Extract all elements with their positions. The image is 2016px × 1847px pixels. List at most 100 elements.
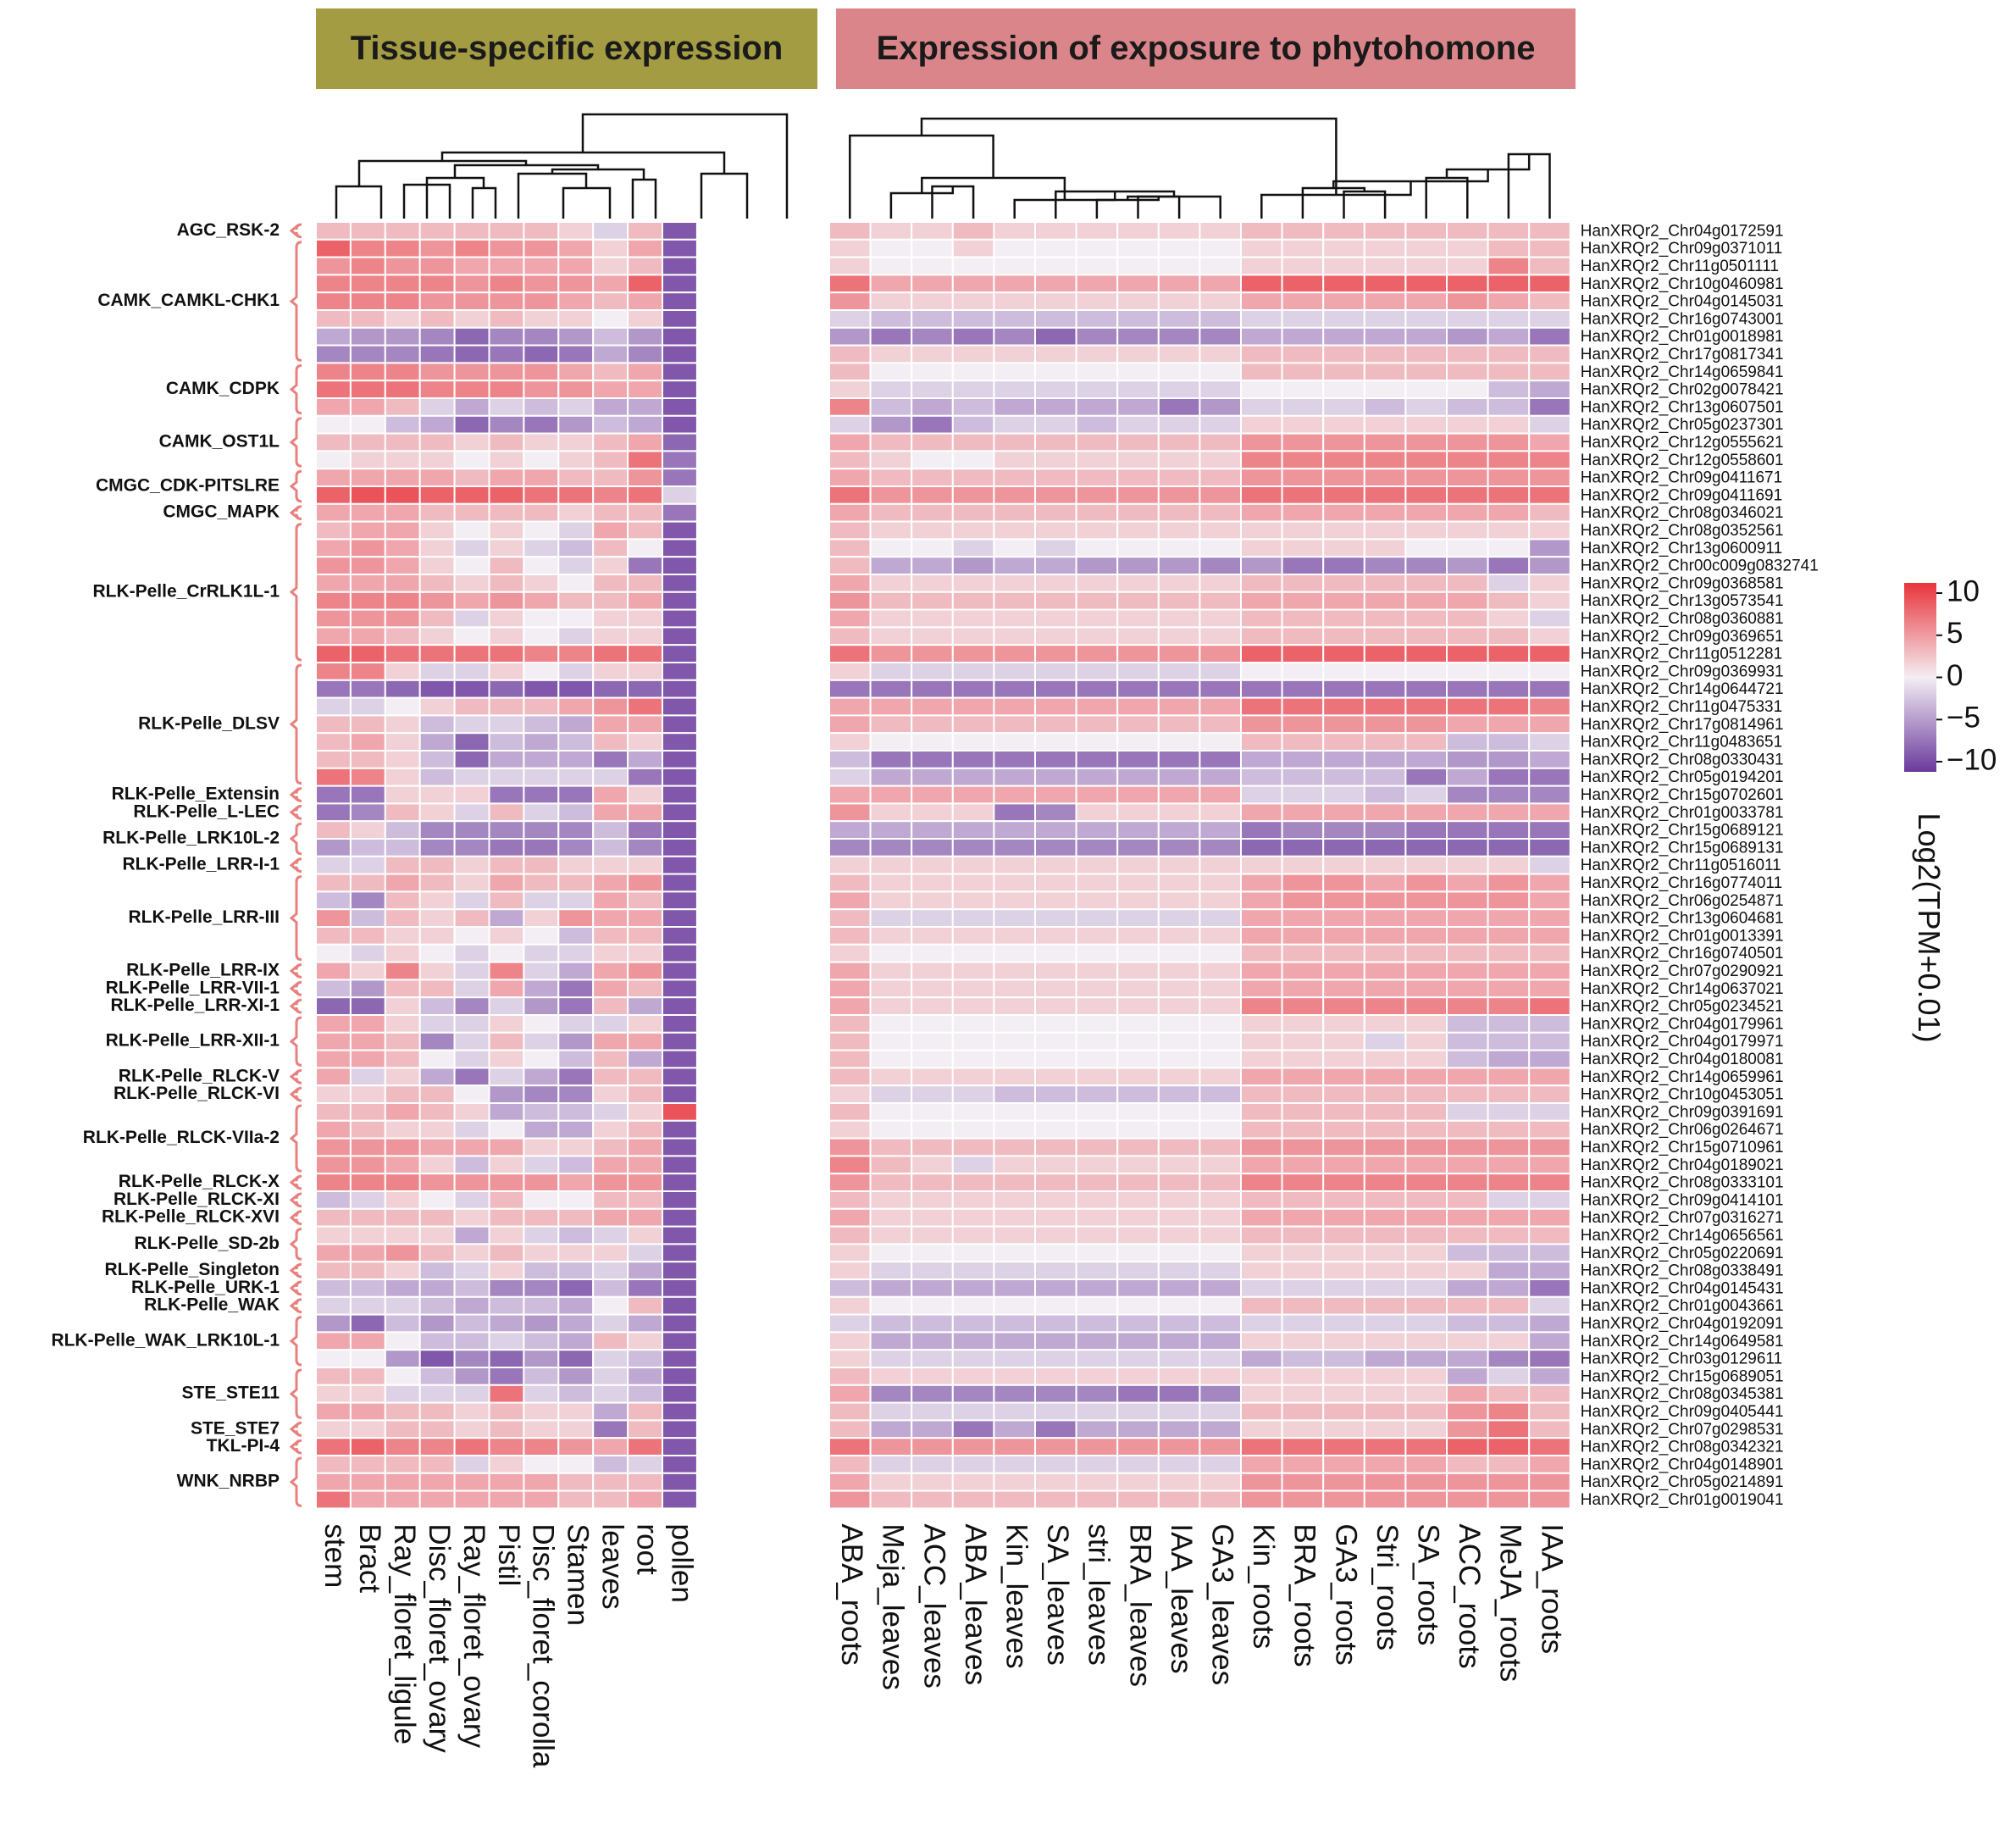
heatmap-cell xyxy=(384,397,421,417)
heatmap-cell xyxy=(1363,520,1407,541)
gene-label: HanXRQr2_Chr07g0316271 xyxy=(1581,1209,1784,1227)
heatmap-cell xyxy=(993,662,1037,681)
heatmap-cell xyxy=(523,1313,560,1334)
heatmap-cell xyxy=(1322,696,1365,717)
heatmap-cell xyxy=(1075,450,1119,470)
heatmap-cell xyxy=(1446,679,1489,699)
heatmap-cell xyxy=(349,574,386,593)
heatmap-cell xyxy=(627,838,663,857)
heatmap-cell xyxy=(1528,1295,1571,1316)
heatmap-cell xyxy=(1404,1190,1448,1210)
heatmap-cell xyxy=(1487,1243,1531,1263)
heatmap-cell xyxy=(1116,1261,1160,1280)
heatmap-cell xyxy=(911,344,954,364)
heatmap-cell xyxy=(592,432,629,452)
heatmap-cell xyxy=(1487,1489,1531,1510)
heatmap-cell xyxy=(627,1472,663,1492)
heatmap-cell xyxy=(523,908,560,928)
heatmap-cell xyxy=(453,1437,490,1456)
heatmap-cell xyxy=(1487,1049,1531,1069)
heatmap-cell xyxy=(627,890,663,911)
heatmap-cell xyxy=(1034,926,1077,946)
heatmap-cell xyxy=(1199,380,1243,400)
heatmap-cell xyxy=(315,838,352,857)
heatmap-cell xyxy=(1487,414,1531,435)
heatmap-cell xyxy=(993,1489,1037,1510)
heatmap-cell xyxy=(1281,1014,1325,1034)
heatmap-cell xyxy=(418,785,456,805)
heatmap-cell xyxy=(349,1367,386,1386)
heatmap-cell xyxy=(828,890,872,911)
heatmap-cell xyxy=(315,662,352,681)
heatmap-cell xyxy=(1528,1349,1571,1368)
heatmap-cell xyxy=(349,714,386,735)
heatmap-cell xyxy=(993,538,1037,558)
heatmap-cell xyxy=(349,1384,386,1404)
heatmap-cell xyxy=(1322,662,1365,681)
heatmap-cell xyxy=(1075,714,1119,735)
heatmap-cell xyxy=(869,291,913,312)
heatmap-cell xyxy=(1157,1084,1201,1104)
heatmap-cell xyxy=(1240,414,1283,435)
heatmap-cell xyxy=(1446,1084,1489,1104)
heatmap-cell xyxy=(911,979,954,999)
gene-label: HanXRQr2_Chr14g0644721 xyxy=(1581,680,1784,698)
heatmap-cell xyxy=(1240,943,1283,963)
heatmap-cell xyxy=(1034,1049,1077,1069)
heatmap-cell xyxy=(523,802,560,823)
heatmap-cell xyxy=(384,644,421,664)
heatmap-cell xyxy=(523,1472,560,1492)
heatmap-cell xyxy=(1116,1014,1160,1034)
heatmap-cell xyxy=(1404,1367,1448,1386)
heatmap-cell xyxy=(488,890,525,911)
heatmap-cell xyxy=(592,1190,629,1210)
heatmap-cell xyxy=(627,414,663,435)
heatmap-cell xyxy=(1116,750,1160,769)
heatmap-cell xyxy=(384,785,421,805)
heatmap-cell xyxy=(951,1173,995,1192)
heatmap-cell xyxy=(1322,1102,1365,1122)
heatmap-cell xyxy=(1116,380,1160,400)
heatmap-cell xyxy=(315,1119,352,1140)
heatmap-cell xyxy=(828,679,872,699)
family-label: RLK-Pelle_LRK10L-2 xyxy=(102,829,280,848)
heatmap-cell xyxy=(418,450,456,470)
heatmap-cell xyxy=(1322,785,1365,805)
heatmap-cell xyxy=(1281,1489,1325,1510)
heatmap-cell xyxy=(349,1119,386,1140)
heatmap-cell xyxy=(1404,926,1448,946)
gene-label: HanXRQr2_Chr09g0371011 xyxy=(1581,240,1782,258)
heatmap-cell xyxy=(1404,1313,1448,1334)
heatmap-cell xyxy=(1446,1472,1489,1492)
heatmap-cell xyxy=(349,855,386,875)
heatmap-cell xyxy=(911,1437,954,1456)
heatmap-cell xyxy=(1446,1313,1489,1334)
heatmap-cell xyxy=(1034,1349,1077,1368)
heatmap-cell xyxy=(828,485,872,505)
heatmap-cell xyxy=(1240,838,1283,857)
gene-label: HanXRQr2_Chr02g0078421 xyxy=(1581,381,1784,399)
heatmap-cell xyxy=(1116,662,1160,681)
heatmap-cell xyxy=(911,1313,954,1334)
heatmap-cell xyxy=(869,1190,913,1210)
heatmap-cell xyxy=(869,591,913,611)
heatmap-cell xyxy=(1240,626,1283,646)
heatmap-cell xyxy=(869,1419,913,1439)
heatmap-cell xyxy=(1240,1455,1283,1474)
heatmap-cell xyxy=(869,714,913,735)
heatmap-cell xyxy=(911,450,954,470)
heatmap-cell xyxy=(349,1155,386,1175)
heatmap-cell xyxy=(1075,1261,1119,1280)
heatmap-cell xyxy=(349,1401,386,1422)
heatmap-cell xyxy=(1446,1190,1489,1210)
heatmap-cell xyxy=(557,926,595,946)
heatmap-cell xyxy=(662,608,698,629)
heatmap-cell xyxy=(418,767,456,787)
heatmap-cell xyxy=(1528,1419,1571,1439)
heatmap-cell xyxy=(315,1261,352,1280)
heatmap-cell xyxy=(1528,961,1571,981)
heatmap-cell xyxy=(1322,397,1365,417)
family-label: RLK-Pelle_LRR-XII-1 xyxy=(106,1031,280,1051)
heatmap-cell xyxy=(384,714,421,735)
heatmap-cell xyxy=(911,662,954,681)
